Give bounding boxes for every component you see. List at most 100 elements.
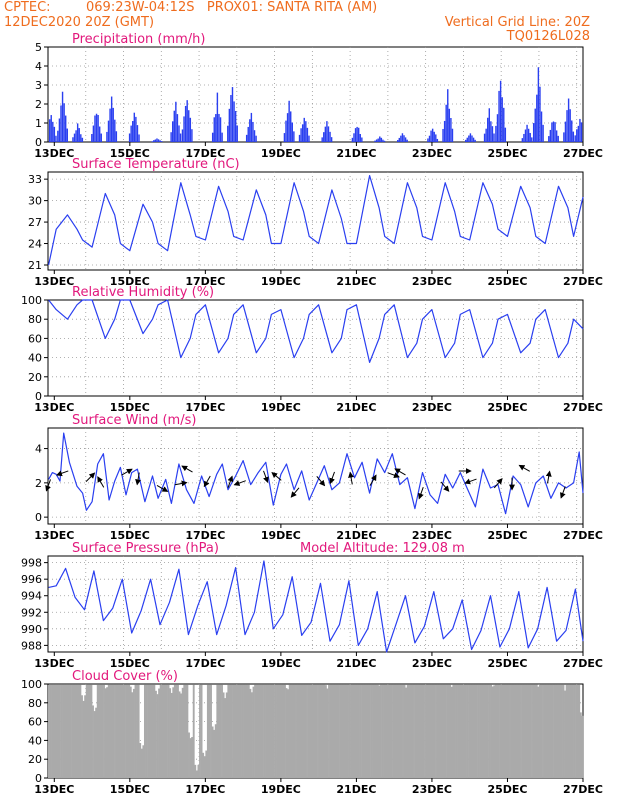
wind-y-tick-label: 0 xyxy=(35,511,42,524)
precip-bar xyxy=(352,138,353,142)
precip-x-tick-label: 15DEC xyxy=(110,147,150,160)
cloud-x-tick-label: 27DEC xyxy=(563,783,603,796)
pres-x-tick-label: 21DEC xyxy=(336,657,376,670)
rh-x-tick-label: 25DEC xyxy=(487,401,527,414)
precip-bar xyxy=(51,115,52,142)
precip-bar xyxy=(96,114,97,142)
precip-bar xyxy=(353,133,354,142)
precip-bar xyxy=(374,141,375,142)
precip-bar xyxy=(72,137,73,142)
precip-bar xyxy=(65,116,66,142)
precip-bar xyxy=(355,128,356,142)
precip-bar xyxy=(435,134,436,142)
precip-bar xyxy=(191,129,192,142)
precip-bar xyxy=(569,109,570,142)
precip-bar xyxy=(429,136,430,142)
pres-y-tick-label: 988 xyxy=(21,639,42,652)
precip-bar xyxy=(54,127,55,142)
precip-bar xyxy=(129,133,130,142)
precip-bar xyxy=(528,129,529,142)
precip-bar xyxy=(498,91,499,142)
precip-bar xyxy=(449,109,450,142)
precip-bar xyxy=(182,129,183,142)
temp-frame xyxy=(48,172,583,270)
precip-bar xyxy=(109,109,110,142)
precip-bar xyxy=(329,132,330,142)
precip-bar xyxy=(323,132,324,142)
precip-bar xyxy=(505,128,506,142)
precip-bar xyxy=(307,128,308,142)
precip-bar xyxy=(538,67,539,142)
precip-bar xyxy=(235,111,236,142)
precip-bar xyxy=(384,141,385,142)
precip-bar xyxy=(445,105,446,142)
precip-bar xyxy=(183,116,184,142)
cloud-x-tick-label: 23DEC xyxy=(412,783,452,796)
cloud-y-tick-label: 20 xyxy=(28,753,42,766)
precip-x-tick-label: 17DEC xyxy=(185,147,225,160)
temp-x-tick-label: 15DEC xyxy=(110,275,150,288)
precip-bar xyxy=(180,133,181,142)
precip-x-tick-label: 27DEC xyxy=(563,147,603,160)
precip-bar xyxy=(467,138,468,142)
precip-bar xyxy=(229,109,230,142)
precip-bar xyxy=(293,131,294,142)
precip-bar xyxy=(287,113,288,142)
wind-x-tick-label: 13DEC xyxy=(34,529,74,542)
header-grid-note: Vertical Grid Line: 20Z xyxy=(445,15,590,30)
precip-bar xyxy=(153,140,154,142)
precip-bar xyxy=(539,87,540,142)
precip-bar xyxy=(130,126,131,142)
cloud-x-tick-label: 15DEC xyxy=(110,783,150,796)
precip-bar xyxy=(255,136,256,142)
precip-bar xyxy=(563,132,564,142)
cloud-x-tick-label: 13DEC xyxy=(34,783,74,796)
precip-bar xyxy=(442,129,443,142)
precip-bar xyxy=(134,113,135,142)
temp-y-tick-label: 24 xyxy=(28,238,42,251)
precip-bar xyxy=(82,138,83,142)
precip-bar xyxy=(556,130,557,142)
cloud-x-tick-label: 21DEC xyxy=(336,783,376,796)
precip-bar xyxy=(358,128,359,142)
rh-x-tick-label: 21DEC xyxy=(336,401,376,414)
precip-bar xyxy=(186,100,187,142)
precip-bar xyxy=(578,126,579,142)
precip-bar xyxy=(579,119,580,142)
pres-x-tick-label: 27DEC xyxy=(563,657,603,670)
precip-bar xyxy=(217,93,218,142)
wind-y-tick-label: 2 xyxy=(35,477,42,490)
precip-x-tick-label: 25DEC xyxy=(487,147,527,160)
precip-bar xyxy=(233,101,234,142)
precip-bar xyxy=(474,140,475,142)
precip-x-tick-label: 21DEC xyxy=(336,147,376,160)
rh-x-tick-label: 23DEC xyxy=(412,401,452,414)
wind-x-tick-label: 21DEC xyxy=(336,529,376,542)
precip-bar xyxy=(302,124,303,142)
precip-bar xyxy=(495,126,496,142)
precip-bar xyxy=(80,134,81,142)
precip-bar xyxy=(558,136,559,142)
rh-frame xyxy=(48,300,583,396)
precip-bar xyxy=(530,133,531,142)
precip-title: Precipitation (mm/h) xyxy=(72,32,205,47)
precip-bar xyxy=(484,134,485,142)
precip-bar xyxy=(158,139,159,142)
rh-x-tick-label: 27DEC xyxy=(563,401,603,414)
precip-bar xyxy=(185,106,186,142)
precip-bar xyxy=(356,127,357,142)
precip-bar xyxy=(550,130,551,142)
precip-bar xyxy=(290,111,291,142)
temp-y-tick-label: 21 xyxy=(28,259,42,272)
precip-bar xyxy=(571,120,572,142)
pres-y-tick-label: 990 xyxy=(21,623,42,636)
precip-bar xyxy=(447,89,448,142)
precip-bar xyxy=(116,131,117,142)
precip-bar xyxy=(74,134,75,142)
precip-bar xyxy=(111,97,112,142)
